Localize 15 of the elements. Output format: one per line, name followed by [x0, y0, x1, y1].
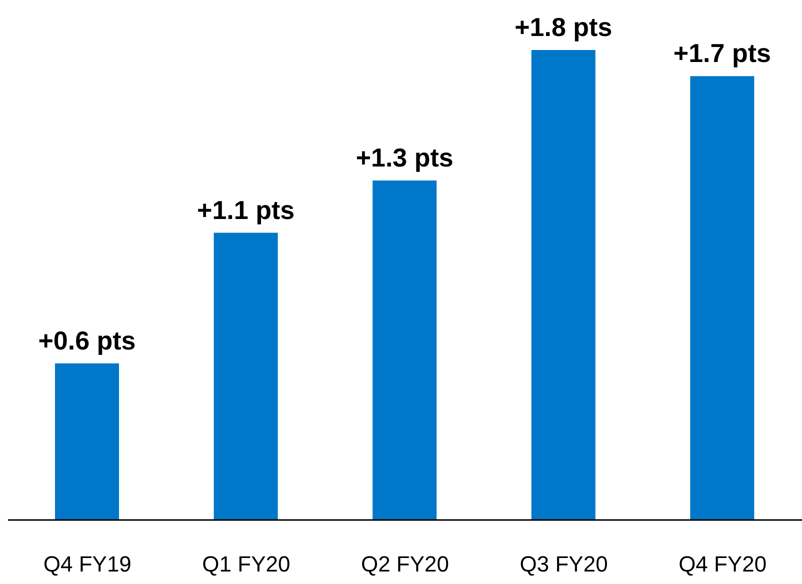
data-label: +1.1 pts — [197, 194, 295, 225]
bar — [690, 76, 754, 520]
bar — [55, 363, 119, 520]
x-tick-label: Q4 FY19 — [43, 552, 132, 577]
x-tick-label: Q2 FY20 — [360, 552, 450, 577]
bar — [214, 232, 278, 520]
data-label: +1.7 pts — [673, 38, 771, 68]
data-label: +1.8 pts — [514, 12, 612, 42]
x-tick-label: Q1 FY20 — [202, 552, 290, 577]
data-label: +0.6 pts — [38, 325, 136, 356]
x-tick-label: Q4 FY20 — [678, 552, 767, 577]
bar — [372, 180, 437, 520]
data-label: +1.3 pts — [356, 142, 454, 173]
x-tick-label: Q3 FY20 — [520, 552, 608, 577]
bar — [531, 50, 596, 520]
